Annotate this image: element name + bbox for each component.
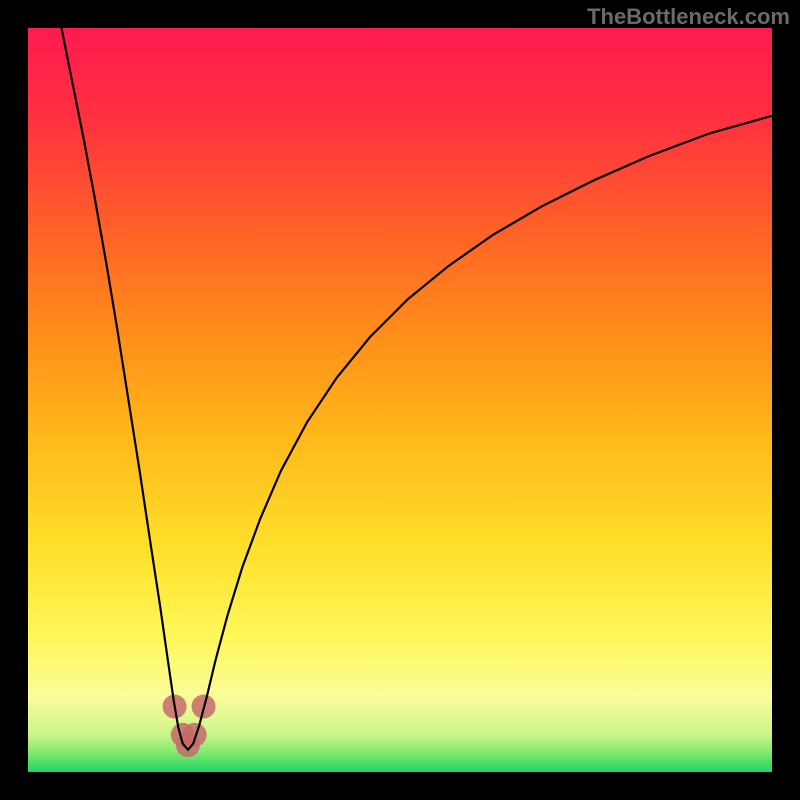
- chart-frame: [28, 28, 772, 772]
- curve-path: [61, 28, 772, 750]
- bottleneck-curve: [28, 28, 772, 772]
- watermark-text: TheBottleneck.com: [587, 4, 790, 30]
